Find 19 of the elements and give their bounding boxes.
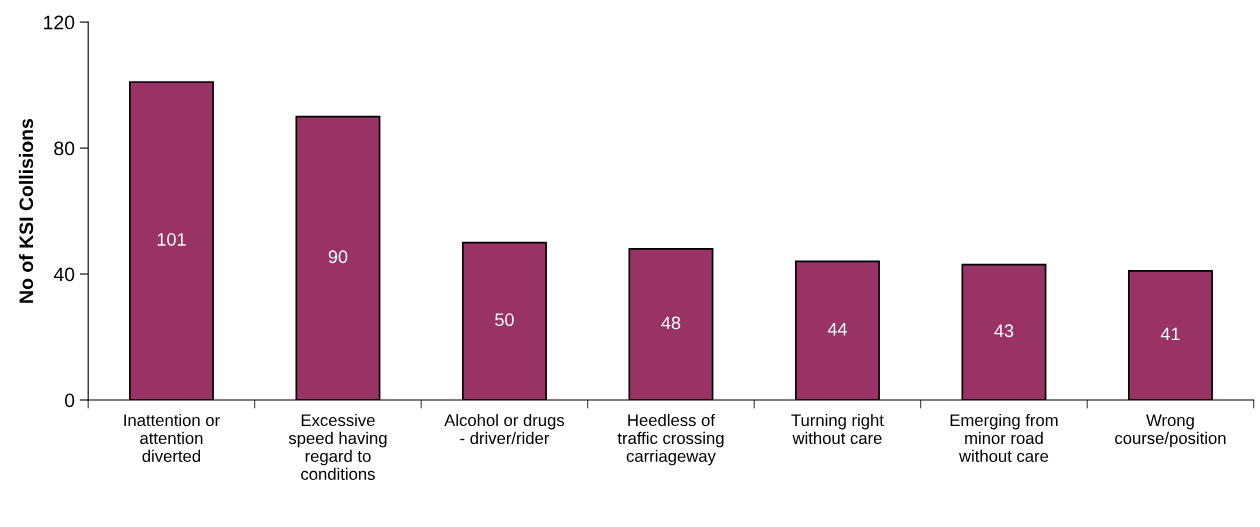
x-tick-label: Turning right without care — [791, 413, 884, 445]
x-tick-label: Wrong course/position — [1115, 414, 1226, 448]
data-label: 41 — [1160, 327, 1180, 341]
x-tick-label: Alcohol or drugs - driver/rider — [444, 413, 565, 445]
data-label: 101 — [157, 233, 186, 246]
x-tick-label: Excessive speed having regard to conditions — [288, 413, 387, 480]
data-label: 50 — [495, 313, 514, 327]
y-tick-label: 120 — [44, 15, 75, 30]
x-tick-label: Emerging from minor road without care — [950, 413, 1058, 463]
data-label: 44 — [827, 322, 847, 336]
data-label: 90 — [328, 250, 348, 264]
x-tick-label: Heedless of traffic crossing carriageway — [617, 413, 724, 466]
x-tick-label: Inattention or attention diverted — [124, 413, 220, 463]
y-axis-title: No of KSI Collisions — [18, 118, 34, 303]
y-tick-label: 40 — [53, 267, 75, 282]
y-tick-label: 80 — [54, 141, 75, 156]
y-tick-label: 0 — [64, 393, 75, 408]
data-label: 43 — [994, 324, 1014, 338]
data-label: 48 — [661, 316, 681, 330]
